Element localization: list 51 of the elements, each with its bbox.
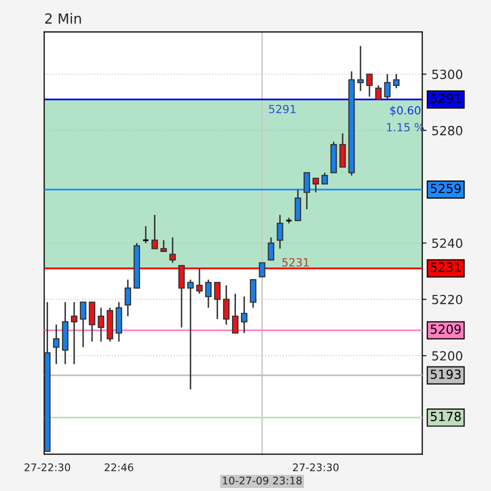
y-tick-label: 5300 <box>432 70 462 80</box>
candlestick <box>169 236 176 264</box>
candlestick <box>124 278 132 317</box>
candlestick <box>250 278 256 308</box>
ref-line-label: 5209 <box>430 324 461 334</box>
x-tick-label: 22:46 <box>104 463 134 472</box>
x-tick-label: 27-23:30 <box>293 463 339 472</box>
candlestick <box>53 324 60 365</box>
annotation: $0.60 <box>390 106 420 116</box>
candlestick <box>196 268 203 294</box>
candlestick <box>223 284 230 326</box>
candlestick <box>214 282 221 320</box>
candlestick <box>339 132 346 168</box>
y-tick-label: 5200 <box>432 351 462 361</box>
y-tick-label: 5280 <box>432 126 462 136</box>
candlestick <box>366 73 373 98</box>
text: 5231 <box>430 262 460 272</box>
x-tick-label: 27-22:30 <box>24 463 70 472</box>
ref-line-label: 5178 <box>430 412 461 422</box>
candlestick <box>304 172 310 210</box>
candlestick <box>88 301 96 342</box>
candlestick <box>142 225 150 244</box>
y-tick-label: 5240 <box>432 238 462 248</box>
candlestick <box>258 262 266 278</box>
candlestick <box>205 278 212 308</box>
candlestick <box>70 301 78 365</box>
candlestick <box>294 188 302 222</box>
candlestick <box>312 178 320 194</box>
candlestick <box>375 84 382 100</box>
candlestick <box>98 307 104 342</box>
ref-line-label: 5291 <box>269 104 296 114</box>
candlestick <box>80 301 86 348</box>
candlestick <box>393 73 400 89</box>
text: 5291 <box>430 94 460 104</box>
candlestick <box>187 278 194 390</box>
candlestick <box>357 45 364 92</box>
ref-line-label: 5193 <box>430 370 461 379</box>
candlestick <box>384 73 391 100</box>
candlestick <box>160 240 167 252</box>
ref-line-label: 5259 <box>430 184 461 194</box>
candlestick <box>232 293 238 334</box>
candlestick <box>178 264 185 328</box>
ref-line-label: 5231 <box>282 258 309 267</box>
candlestick <box>240 296 248 334</box>
x-tick-label: 10-27-09 23:18 <box>222 476 302 484</box>
candlestick <box>321 172 328 185</box>
chart-title: 2 Min <box>45 13 81 24</box>
candlestick <box>268 236 274 261</box>
y-tick-label: 5220 <box>432 294 462 304</box>
candlestick <box>276 214 284 250</box>
candlestick <box>151 214 158 250</box>
